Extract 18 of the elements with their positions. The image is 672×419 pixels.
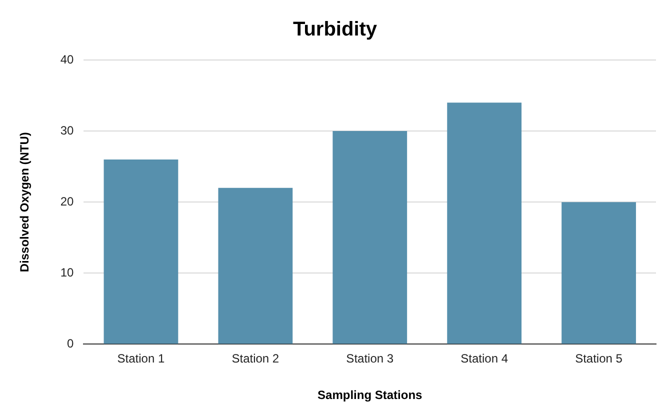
- x-tick-label: Station 1: [117, 352, 165, 366]
- bar: [218, 188, 293, 344]
- bar: [562, 202, 636, 344]
- x-tick-label: Station 3: [346, 352, 394, 366]
- y-tick-label: 40: [60, 52, 74, 66]
- x-axis-title: Sampling Stations: [318, 388, 423, 402]
- bar: [104, 159, 178, 344]
- y-tick-label: 10: [60, 265, 74, 280]
- x-tick-label: Station 2: [232, 352, 280, 366]
- x-tick-label: Station 4: [460, 352, 508, 366]
- bar: [332, 131, 408, 344]
- y-tick-label: 0: [67, 336, 74, 351]
- y-tick-label: 20: [60, 194, 74, 208]
- y-axis-title: Dissolved Oxygen (NTU): [18, 132, 32, 272]
- chart-title: Turbidity: [292, 18, 378, 41]
- x-tick-label: Station 5: [575, 352, 623, 366]
- y-tick-label: 30: [60, 123, 74, 138]
- bar: [447, 102, 522, 344]
